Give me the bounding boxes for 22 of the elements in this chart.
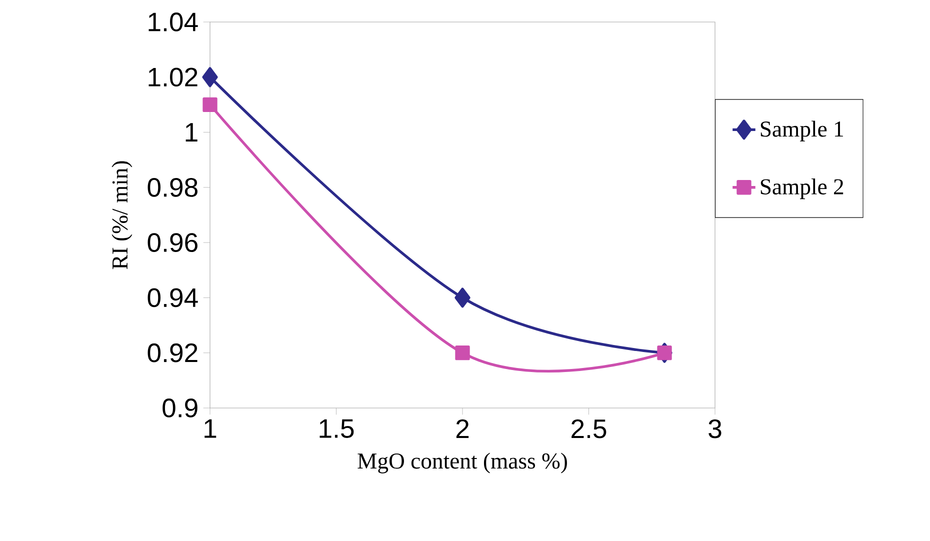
y-tick-label: 0.92: [148, 343, 198, 362]
y-tick-label: 0.98: [148, 178, 198, 197]
y-tick-label: 1: [186, 123, 198, 142]
y-tick-label: 1.04: [148, 12, 198, 32]
legend-label: Sample 2: [760, 178, 844, 200]
x-tick-label: 1.5: [320, 419, 354, 438]
point: [202, 67, 218, 88]
point: [657, 346, 672, 360]
legend-label: Sample 1: [760, 120, 843, 142]
x-tick-label: 2: [456, 419, 469, 438]
y-tick-label: 0.96: [148, 233, 198, 252]
x-tick-label: 1: [204, 419, 216, 438]
point: [454, 288, 470, 308]
point: [202, 97, 218, 112]
y-axis-title: RI (%/ min): [112, 161, 132, 270]
y-tick-label: 0.94: [148, 288, 198, 308]
x-axis-title: MgO content (mass %): [358, 452, 567, 474]
point: [455, 346, 470, 360]
y-tick-label: 1.02: [148, 68, 198, 87]
x-tick-label: 3: [708, 419, 722, 438]
x-tick-label: 2.5: [572, 419, 606, 438]
y-tick-label: 0.9: [162, 398, 198, 418]
